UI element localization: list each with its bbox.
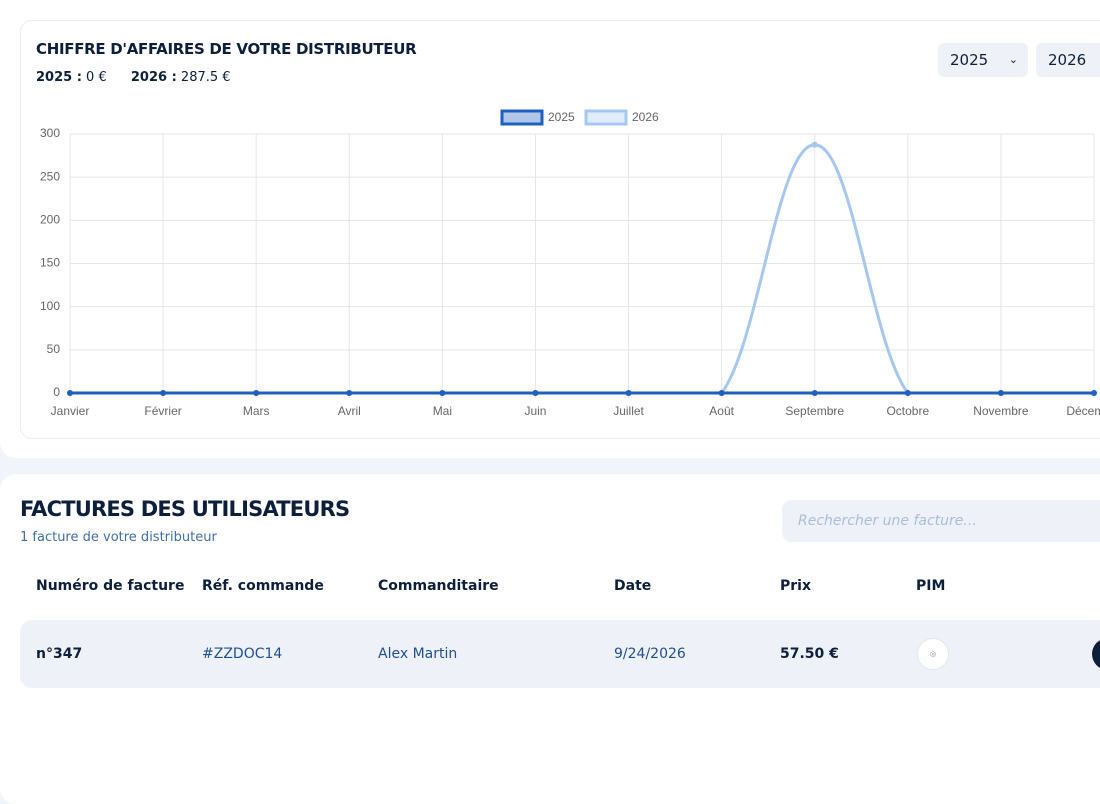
chart: 0 50 100 150 200 250 300 Janvier Février Mars Avri… <box>40 109 1100 418</box>
year-select[interactable]: 2026 <box>1036 43 1100 77</box>
point <box>160 390 167 396</box>
invoices-title: FACTURES DES UTILISATEURS <box>20 497 350 521</box>
x-tick-label: Janvier <box>51 404 90 418</box>
x-tick-label: Novembre <box>973 404 1029 418</box>
x-tick-label: Juillet <box>613 404 644 418</box>
y-tick-label: 0 <box>53 385 60 399</box>
column-header: Réf. commande <box>202 578 324 594</box>
y-tick-label: 150 <box>40 256 60 270</box>
legend-label: 2026 <box>632 110 659 124</box>
column-header: Date <box>614 578 652 594</box>
y-tick-label: 50 <box>47 342 61 356</box>
cell: 9/24/2026 <box>614 646 686 662</box>
cell: 57.50 € <box>780 646 839 662</box>
point <box>346 390 353 396</box>
legend-swatch <box>584 109 628 126</box>
summary-value: 287.5 € <box>180 70 231 85</box>
summary-value: 0 € <box>86 70 107 85</box>
point <box>718 390 725 396</box>
x-tick-label: Décembre <box>1066 404 1100 418</box>
point <box>904 390 911 396</box>
column-header: Numéro de facture <box>36 578 185 594</box>
point <box>67 390 73 396</box>
column-header: PIM <box>916 578 946 594</box>
summary-label: 2025 : <box>36 70 82 85</box>
point <box>625 390 632 396</box>
point <box>1091 390 1097 396</box>
x-tick-label: Avril <box>338 404 361 418</box>
point <box>253 390 260 396</box>
x-tick-label: Septembre <box>785 404 844 418</box>
point <box>811 141 818 148</box>
action-button[interactable] <box>1092 638 1100 670</box>
point <box>811 390 818 396</box>
point <box>997 390 1004 396</box>
x-tick-label: Juin <box>524 404 546 418</box>
year-select[interactable]: 2025 ⌄ <box>938 43 1028 77</box>
summary: 2025 : 0 € 2026 : 287.5 € <box>36 70 231 85</box>
column-header: Commanditaire <box>378 578 499 594</box>
chart-card <box>20 20 1100 439</box>
x-tick-label: Mai <box>433 404 452 418</box>
summary-label: 2026 : <box>130 70 177 85</box>
x-tick-label: Octobre <box>886 404 929 418</box>
point <box>439 390 446 396</box>
y-tick-label: 300 <box>40 126 60 140</box>
y-tick-label: 250 <box>40 169 60 183</box>
column-header: Prix <box>780 578 811 594</box>
search-input[interactable]: Rechercher une facture... <box>782 500 1100 542</box>
x-tick-label: Mars <box>243 404 270 418</box>
search-placeholder: Rechercher une facture... <box>798 513 977 529</box>
legend-swatch <box>500 109 544 126</box>
pim-icon[interactable]: ◎ <box>917 638 949 670</box>
select-text: 2026 <box>1048 51 1087 69</box>
cell: #ZZDOC14 <box>202 646 283 662</box>
cell: Alex Martin <box>378 646 458 662</box>
chart-title: CHIFFRE D'AFFAIRES DE VOTRE DISTRIBUTEUR <box>36 40 417 58</box>
cell: n°347 <box>36 646 83 662</box>
select-text: 2025 <box>950 51 989 69</box>
x-tick-label: Février <box>144 404 181 418</box>
y-tick-label: 100 <box>40 299 60 313</box>
x-tick-label: Août <box>709 404 734 418</box>
point <box>532 390 539 396</box>
legend-label: 2025 <box>548 110 575 124</box>
y-tick-label: 200 <box>40 213 60 227</box>
invoices-subtitle: 1 facture de votre distributeur <box>20 530 217 545</box>
series-line <box>70 143 1094 395</box>
